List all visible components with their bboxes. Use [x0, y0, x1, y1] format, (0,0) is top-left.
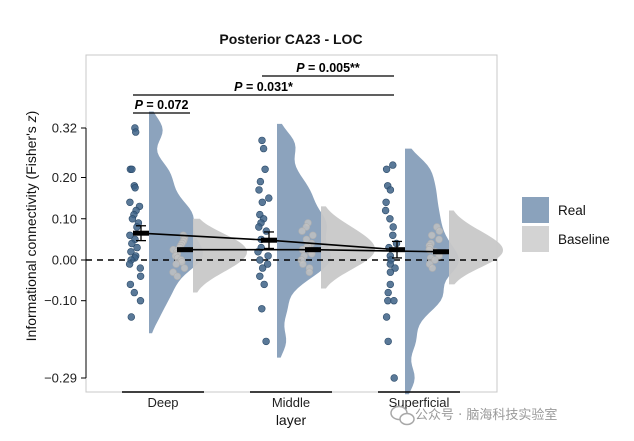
point-real-superficial-3 [386, 186, 395, 194]
point-real-superficial-18 [384, 297, 392, 305]
point-real-middle-17 [263, 260, 272, 268]
point-real-superficial-19 [390, 297, 398, 305]
point-real-superficial-20 [382, 313, 391, 321]
watermark-text: 公众号 · 脑海科技实验室 [415, 407, 557, 423]
point-real-superficial-7 [389, 223, 397, 231]
point-real-middle-15 [264, 252, 272, 260]
violin-baseline-superficial [449, 210, 503, 285]
wechat-icon [390, 405, 415, 426]
point-real-deep-21 [125, 260, 134, 268]
legend-label-baseline: Baseline [558, 232, 610, 247]
point-real-deep-17 [127, 248, 135, 256]
point-real-superficial-0 [389, 161, 397, 169]
point-real-deep-1 [132, 128, 140, 136]
point-real-middle-21 [258, 305, 266, 313]
point-real-superficial-1 [382, 165, 391, 174]
y-axis-title: Informational connectivity (Fisher's z) [23, 111, 39, 342]
point-real-superficial-22 [390, 374, 398, 382]
point-real-middle-20 [260, 280, 268, 289]
watermark: 公众号 · 脑海科技实验室 [390, 405, 557, 426]
point-real-superficial-4 [382, 198, 390, 207]
point-baseline-middle-13 [299, 260, 307, 268]
violin-baseline-middle [321, 206, 375, 289]
y-tick-label-1: −0.10 [44, 293, 77, 308]
x-tick-label-superficial: Superficial [389, 395, 450, 410]
legend: Real Baseline [522, 197, 610, 252]
y-axis: −0.29 −0.10 0.00 0.10 0.20 0.32 [44, 121, 87, 386]
point-real-deep-15 [128, 239, 136, 248]
point-real-superficial-6 [386, 215, 394, 223]
point-baseline-deep-17 [173, 272, 182, 280]
x-axis-title: layer [276, 412, 307, 428]
point-real-deep-10 [128, 215, 137, 223]
y-axis-title-italic: z [23, 115, 39, 123]
point-baseline-superficial-3 [435, 235, 443, 244]
significance-label-0: P = 0.072 [135, 98, 189, 112]
point-baseline-middle-15 [305, 268, 314, 276]
point-real-middle-18 [258, 264, 267, 272]
point-real-superficial-13 [386, 260, 394, 268]
significance-label-2: P = 0.005** [296, 61, 360, 75]
point-real-middle-3 [256, 177, 265, 186]
legend-label-real: Real [558, 203, 586, 218]
point-real-middle-22 [262, 337, 270, 346]
y-axis-title-close: ) [23, 111, 39, 116]
point-baseline-deep-15 [180, 264, 189, 272]
significance-label-1: P = 0.031* [234, 80, 293, 94]
point-baseline-superficial-2 [428, 231, 436, 240]
point-real-deep-22 [136, 264, 145, 272]
point-baseline-superficial-1 [435, 227, 444, 235]
point-real-middle-0 [258, 136, 266, 145]
chart-title: Posterior CA23 - LOC [219, 31, 362, 47]
y-tick-label-0: −0.29 [44, 371, 77, 386]
x-tick-label-middle: Middle [272, 395, 310, 410]
significance-layer: P = 0.072 P = 0.031*P = 0.005** [133, 61, 394, 114]
x-axis: Deep Middle Superficial [122, 391, 460, 410]
point-real-superficial-14 [391, 264, 399, 272]
point-baseline-middle-3 [309, 231, 317, 240]
point-real-superficial-21 [384, 337, 392, 346]
mean-line-baseline [185, 248, 442, 253]
point-real-superficial-17 [384, 288, 392, 297]
y-tick-label-3: 0.10 [52, 211, 77, 226]
point-real-middle-19 [256, 272, 264, 280]
point-baseline-superficial-14 [428, 264, 437, 272]
legend-swatch-real [522, 197, 549, 223]
point-real-middle-2 [261, 165, 269, 174]
legend-swatch-baseline [522, 226, 549, 252]
error-bar-layer [133, 225, 449, 259]
point-real-deep-12 [133, 223, 141, 231]
point-real-middle-5 [265, 194, 273, 202]
x-tick-label-deep: Deep [147, 395, 178, 410]
point-real-middle-4 [255, 186, 263, 194]
y-axis-title-main: Informational connectivity (Fisher's [23, 122, 39, 341]
point-real-deep-27 [127, 313, 136, 321]
y-tick-label-5: 0.32 [52, 121, 77, 136]
violin-real-deep [149, 111, 203, 334]
point-real-deep-6 [126, 198, 134, 207]
point-real-deep-5 [131, 184, 139, 192]
point-real-middle-11 [262, 227, 270, 235]
point-baseline-middle-2 [298, 227, 306, 235]
point-real-deep-26 [136, 297, 145, 305]
point-real-deep-16 [133, 243, 141, 252]
point-real-superficial-16 [386, 280, 394, 289]
point-real-middle-1 [259, 144, 268, 153]
point-real-deep-25 [130, 288, 139, 297]
mean-line-real [140, 232, 398, 251]
point-real-middle-6 [258, 198, 266, 207]
point-real-middle-16 [256, 256, 264, 264]
point-baseline-deep-14 [172, 260, 180, 268]
y-tick-label-2: 0.00 [52, 253, 77, 268]
point-baseline-superficial-12 [431, 256, 439, 264]
y-tick-label-4: 0.20 [52, 170, 77, 185]
point-real-deep-3 [128, 165, 136, 174]
point-real-middle-10 [255, 223, 263, 231]
point-real-superficial-5 [381, 206, 390, 215]
point-real-superficial-8 [389, 231, 397, 240]
point-real-superficial-15 [386, 268, 395, 276]
point-real-deep-23 [136, 272, 145, 280]
point-real-deep-24 [126, 280, 135, 289]
